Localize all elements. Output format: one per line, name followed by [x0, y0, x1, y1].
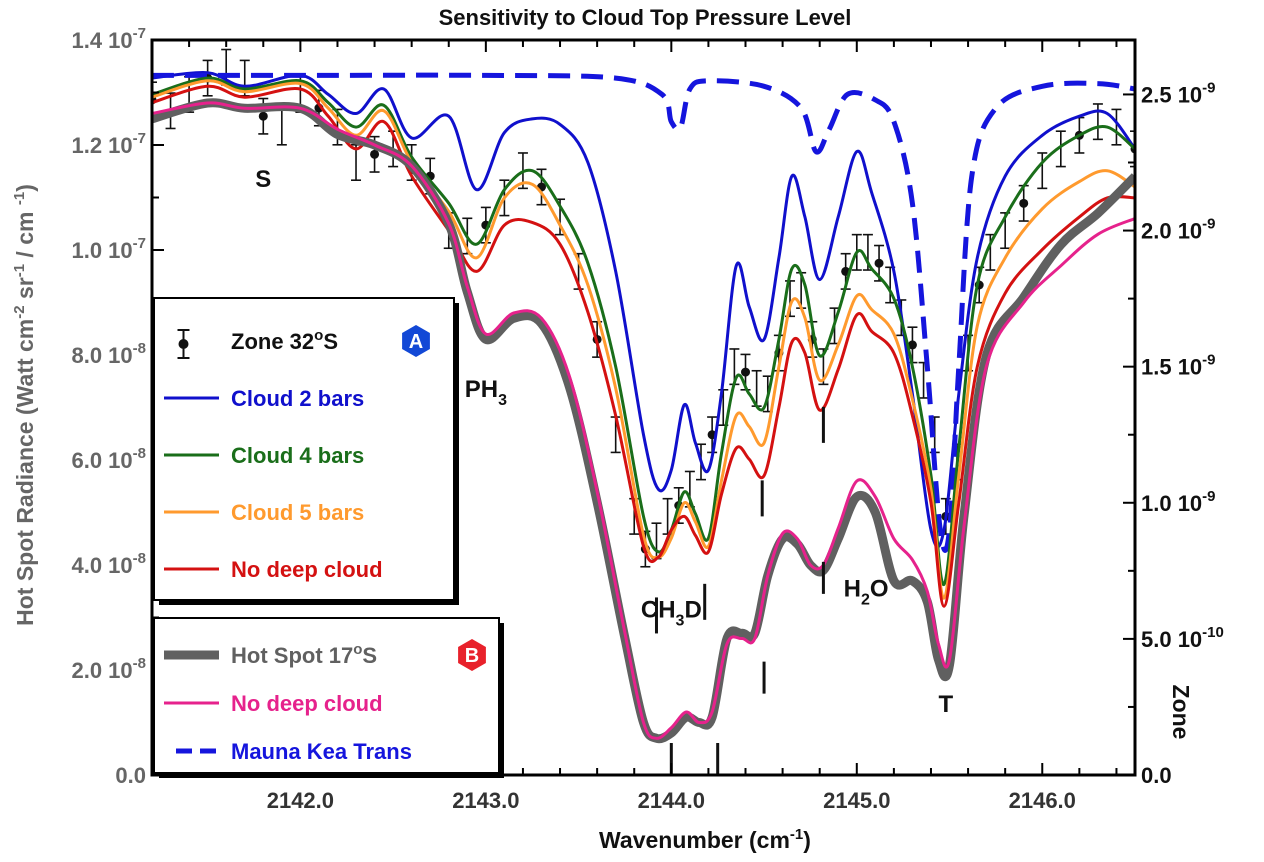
x-axis-title-exp: -1 [790, 826, 803, 843]
y-tick-label: 1.2 10-7 [71, 130, 146, 158]
badge-hexagon [458, 639, 486, 671]
y-axis-title-exp2: -1 [11, 264, 28, 277]
y2-tick-label: 0.0 [1141, 763, 1172, 788]
data-point [370, 149, 380, 159]
y-axis-title-b: sr [12, 277, 38, 305]
y-axis-title-exp3: -1 [11, 192, 28, 205]
annotation-chd: CH3D [641, 597, 702, 630]
legend-label: Hot Spot 17oS [231, 641, 377, 668]
legend-label: No deep cloud [231, 557, 383, 582]
y-axis-left: 0.0 2.0 10-8 4.0 10-8 6.0 10-8 8.0 10-8 1.0 1… [71, 25, 164, 788]
line-markers [654, 406, 825, 775]
annotation-s: S [255, 166, 271, 193]
x-axis-title-main: Wavenumber (cm [599, 827, 790, 853]
y-axis-title-c: / cm [12, 212, 38, 264]
legend-label: Cloud 4 bars [231, 443, 364, 468]
y-tick-label: 8.0 10-8 [71, 340, 146, 368]
y-axis-title-end: ) [12, 184, 38, 192]
data-point [741, 367, 751, 377]
y-axis-right: 0.0 5.0 10-10 1.0 10-9 1.5 10-9 2.0 10-9 2.5 … [1123, 79, 1224, 788]
series-line-no-deep-cloud-hot-spot [152, 101, 1135, 740]
legend-a: Zone 32oS A Cloud 2 bars Cloud 4 bars Cloud … [153, 297, 459, 605]
y-tick-label: 6.0 10-8 [71, 445, 146, 473]
data-point [874, 258, 884, 268]
x-tick-label: 2142.0 [267, 788, 334, 813]
y-axis-title-a: Hot Spot Radiance (Watt cm [12, 319, 38, 626]
badge-hexagon [402, 325, 430, 357]
x-tick-label: 2146.0 [1009, 788, 1076, 813]
chart-title: Sensitivity to Cloud Top Pressure Level [439, 5, 852, 30]
annotation-ho: H2O [844, 576, 889, 609]
legend-label: Zone 32oS [231, 327, 338, 354]
data-point [258, 111, 268, 121]
y2-tick-label: 1.0 10-9 [1141, 488, 1216, 516]
legend-label: No deep cloud [231, 691, 383, 716]
legend-b: Hot Spot 17oS B No deep cloud Mauna Kea Tra… [153, 617, 504, 778]
y-tick-label: 4.0 10-8 [71, 550, 146, 578]
x-tick-label: 2143.0 [452, 788, 519, 813]
badge-letter: B [465, 645, 479, 667]
y2-tick-label: 5.0 10-10 [1141, 624, 1224, 652]
series-line-no-deep-cloud [152, 84, 1135, 608]
legend-label: Mauna Kea Trans [231, 739, 412, 764]
plot-area [152, 48, 1135, 775]
legend-label: Cloud 2 bars [231, 386, 364, 411]
annotation-t: T [938, 691, 953, 718]
data-point [1019, 198, 1029, 208]
annotations: S PH3 CH3D H2O T [255, 166, 953, 718]
y-axis-title: Hot Spot Radiance (Watt cm-2 sr-1 / cm -… [11, 184, 38, 626]
legend-swatch-dot [178, 339, 189, 349]
x-axis-title-end: ) [803, 827, 811, 853]
legend-label: Cloud 5 bars [231, 500, 364, 525]
data-point [907, 340, 917, 350]
x-axis-title: Wavenumber (cm-1) [599, 826, 811, 853]
series-line-cloud-2-bars [152, 70, 1135, 549]
series-line-cloud-4-bars [152, 76, 1135, 586]
legend-box [153, 617, 500, 774]
y-tick-label: 1.0 10-7 [71, 235, 146, 263]
y-tick-label: 2.0 10-8 [71, 655, 146, 683]
y-axis-title-exp1: -2 [11, 305, 28, 318]
badge-letter: A [409, 331, 423, 353]
y2-tick-label: 1.5 10-9 [1141, 352, 1216, 380]
y2-tick-label: 2.5 10-9 [1141, 79, 1216, 107]
x-tick-label: 2144.0 [638, 788, 705, 813]
y-tick-label: 0.0 [115, 763, 146, 788]
series-line-mauna-kea-trans [152, 72, 1135, 553]
x-tick-label: 2145.0 [823, 788, 890, 813]
annotation-ph: PH3 [465, 376, 507, 409]
y2-axis-title: Zone [1168, 685, 1194, 740]
y-tick-label: 1.4 10-7 [71, 25, 146, 53]
y2-tick-label: 2.0 10-9 [1141, 216, 1216, 244]
